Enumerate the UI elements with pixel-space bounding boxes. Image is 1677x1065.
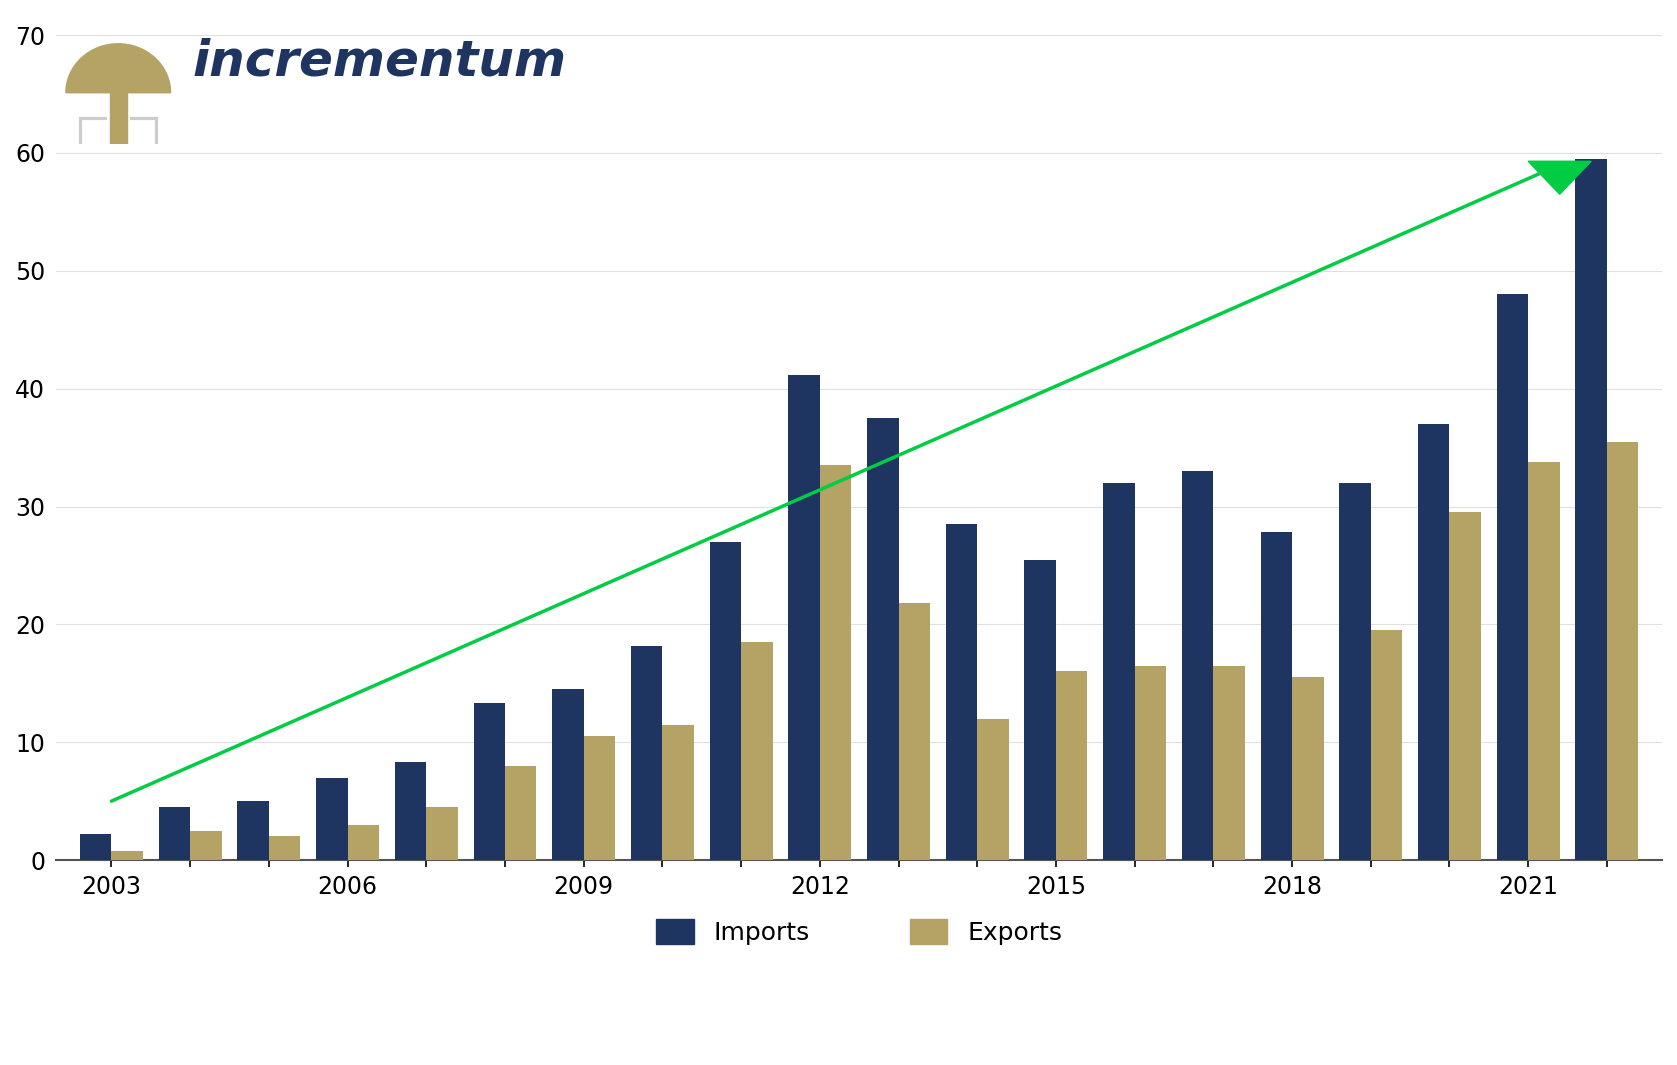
- Bar: [1575, 159, 1607, 861]
- Bar: [1607, 442, 1638, 861]
- Polygon shape: [109, 93, 127, 144]
- Bar: [552, 689, 584, 861]
- Bar: [1025, 559, 1057, 861]
- Polygon shape: [1528, 161, 1591, 194]
- Bar: [1261, 532, 1291, 861]
- Bar: [80, 834, 111, 861]
- Bar: [1057, 672, 1087, 861]
- Text: incrementum: incrementum: [193, 37, 567, 85]
- Bar: [820, 465, 852, 861]
- Bar: [1103, 482, 1135, 861]
- Bar: [190, 831, 221, 861]
- Bar: [741, 642, 773, 861]
- Bar: [899, 603, 931, 861]
- Bar: [315, 777, 347, 861]
- Bar: [1528, 462, 1560, 861]
- Bar: [473, 703, 505, 861]
- Bar: [347, 824, 379, 861]
- Bar: [1419, 424, 1449, 861]
- Bar: [1291, 677, 1323, 861]
- Bar: [1449, 512, 1481, 861]
- Bar: [1182, 471, 1214, 861]
- Bar: [505, 766, 537, 861]
- Bar: [946, 524, 978, 861]
- Bar: [631, 645, 662, 861]
- Bar: [662, 724, 694, 861]
- Bar: [1214, 666, 1244, 861]
- Wedge shape: [65, 44, 171, 93]
- Bar: [584, 736, 615, 861]
- Bar: [709, 542, 741, 861]
- Bar: [1340, 482, 1370, 861]
- Bar: [1370, 630, 1402, 861]
- Bar: [426, 807, 458, 861]
- Bar: [238, 801, 268, 861]
- Bar: [978, 719, 1010, 861]
- Bar: [268, 836, 300, 861]
- Legend: Imports, Exports: Imports, Exports: [646, 908, 1072, 955]
- Bar: [1135, 666, 1166, 861]
- Bar: [111, 851, 143, 861]
- Bar: [1496, 294, 1528, 861]
- Bar: [394, 763, 426, 861]
- Bar: [867, 419, 899, 861]
- Bar: [788, 375, 820, 861]
- Bar: [159, 807, 190, 861]
